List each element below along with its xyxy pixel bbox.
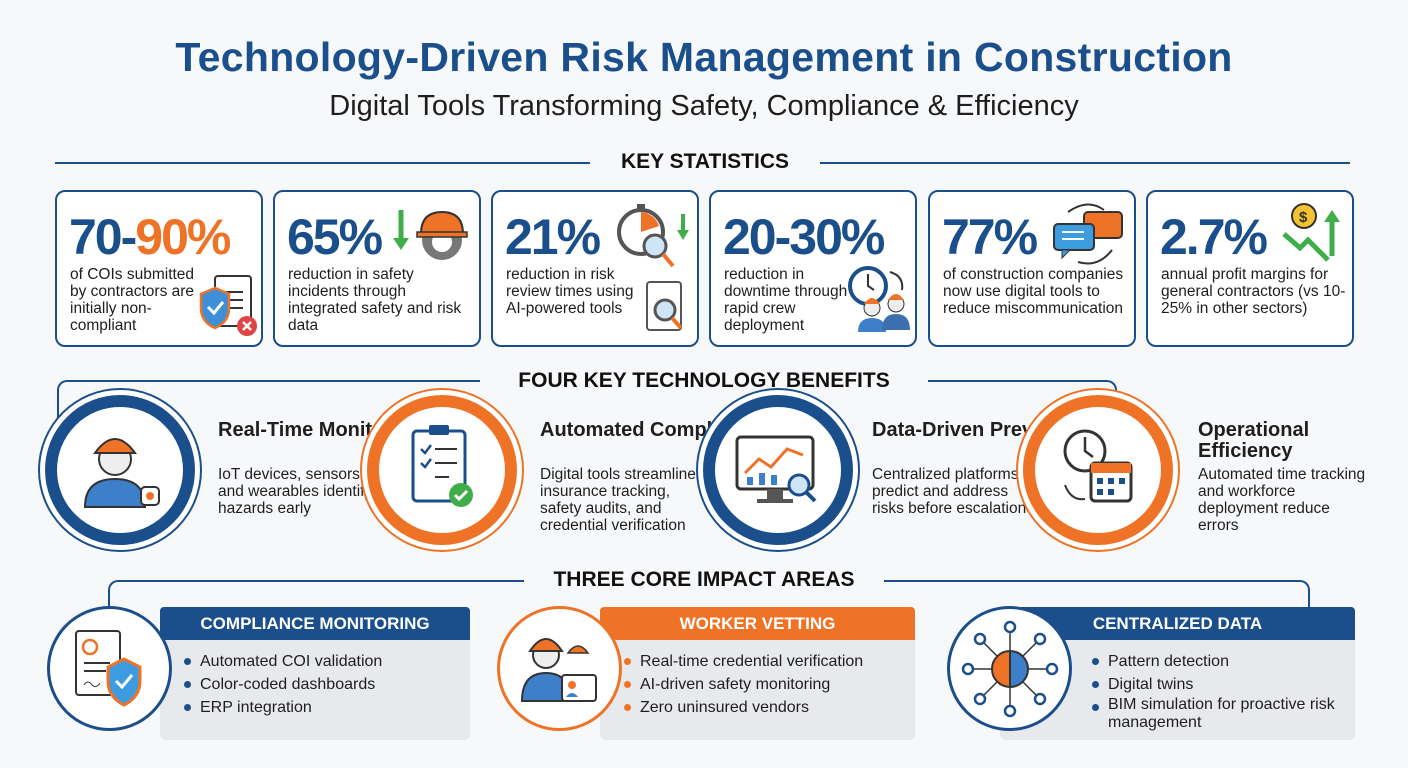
stopwatch-magnifier-icon xyxy=(617,204,689,331)
benefit-description: Digital tools streamline insurance track… xyxy=(540,466,696,534)
impact-bullet: Zero uninsured vendors xyxy=(624,696,915,719)
stat-value: 20-30% xyxy=(723,209,885,265)
document-shield-icon xyxy=(75,630,142,707)
svg-text:$: $ xyxy=(1299,209,1308,226)
impact-body: Automated COI validation Color-coded das… xyxy=(160,640,470,740)
impact-bullet: AI-driven safety monitoring xyxy=(624,673,915,696)
hardhat-gear-down-icon xyxy=(393,210,468,260)
benefit-circle-data-driven-prevention xyxy=(703,395,853,545)
impact-bullet: Pattern detection xyxy=(1092,650,1355,673)
benefit-circle-automated-compliance xyxy=(367,395,517,545)
page-subtitle: Digital Tools Transforming Safety, Compl… xyxy=(329,90,1079,122)
section-heading-impact: THREE CORE IMPACT AREAS xyxy=(524,568,884,592)
stat-value: 21% xyxy=(505,209,601,265)
impact-bullet: Color-coded dashboards xyxy=(184,673,470,696)
stat-description: annual profit margins for general contra… xyxy=(1161,266,1346,317)
impact-bullet: Automated COI validation xyxy=(184,650,470,673)
stat-description: reduction in downtime through rapid crew… xyxy=(724,266,848,334)
benefit-description: IoT devices, sensors, and wearables iden… xyxy=(218,466,373,517)
stat-value: 70-90% xyxy=(69,209,231,265)
section-heading-benefits: FOUR KEY TECHNOLOGY BENEFITS xyxy=(480,369,928,393)
worker-wearable-icon xyxy=(83,438,160,508)
benefit-description: Automated time tracking and workforce de… xyxy=(1198,466,1366,534)
benefit-circle-operational-efficiency xyxy=(1023,395,1173,545)
brain-network-icon xyxy=(961,620,1059,718)
clock-workers-icon xyxy=(848,266,910,332)
monitor-analytics-icon xyxy=(735,435,817,503)
impact-header: COMPLIANCE MONITORING xyxy=(160,607,470,640)
impact-circle xyxy=(47,606,172,731)
stat-description: of construction companies now use digita… xyxy=(943,266,1124,317)
stat-value: 77% xyxy=(942,209,1038,265)
impact-header: WORKER VETTING xyxy=(600,607,915,640)
impact-circle xyxy=(497,606,622,731)
benefit-title: Operational Efficiency xyxy=(1198,419,1310,462)
impact-bullet: Real-time credential verification xyxy=(624,650,915,673)
stat-card: 20-30% reduction in downtime through rap… xyxy=(709,190,917,347)
benefit-title: Automated Compliance xyxy=(540,419,764,441)
worker-id-badge-icon xyxy=(520,638,597,702)
impact-bullet: Digital twins xyxy=(1092,673,1355,696)
stat-card: 21% reduction in risk review times using… xyxy=(491,190,699,347)
impact-circle xyxy=(947,606,1072,731)
stat-card: 2.7% annual profit margins for general c… xyxy=(1146,190,1354,347)
stat-card: 77% of construction companies now use di… xyxy=(928,190,1136,347)
impact-bullet: ERP integration xyxy=(184,696,470,719)
clock-calendar-icon xyxy=(1063,429,1133,503)
stat-description: reduction in safety incidents through in… xyxy=(288,266,462,334)
stat-description: reduction in risk review times using AI-… xyxy=(506,266,634,317)
impact-bullet: BIM simulation for proactive risk manage… xyxy=(1092,696,1338,732)
stat-description: of COIs submitted by contractors are ini… xyxy=(70,266,195,334)
stat-value: 65% xyxy=(287,209,383,265)
dollar-trend-icon: $ xyxy=(1282,203,1340,262)
stat-value: 2.7% xyxy=(1160,209,1268,265)
chat-bubbles-icon xyxy=(1053,203,1123,265)
stat-card: 65% reduction in safety incidents throug… xyxy=(273,190,481,347)
impact-body: Real-time credential verification AI-dri… xyxy=(600,640,915,740)
benefit-description: Centralized platforms predict and addres… xyxy=(872,466,1027,517)
checklist-icon xyxy=(411,425,473,507)
document-shield-reject-icon xyxy=(199,275,257,336)
benefit-title: Real-Time Monitoring xyxy=(218,419,423,441)
page-title: Technology-Driven Risk Management in Con… xyxy=(175,34,1233,80)
section-heading-key-statistics: KEY STATISTICS xyxy=(590,150,820,174)
stat-card: 70-90% of COIs submitted by contractors … xyxy=(55,190,263,347)
benefit-circle-real-time-monitoring xyxy=(45,395,195,545)
